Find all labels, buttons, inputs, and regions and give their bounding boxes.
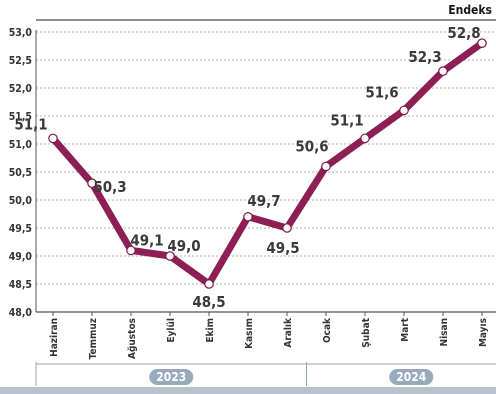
- year-groups: 2023 2024: [0, 362, 496, 394]
- data-point: [243, 212, 253, 222]
- data-label: 51,1: [330, 111, 363, 129]
- data-label: 51,1: [14, 115, 47, 133]
- x-tick-label: Aralık: [283, 317, 294, 348]
- y-tick-label: 53,0: [9, 27, 33, 39]
- y-tick-label: 49,0: [9, 251, 33, 263]
- x-tick-label: Şubat: [361, 317, 372, 347]
- data-point: [360, 133, 370, 144]
- x-tick-label: Ekim: [205, 318, 216, 343]
- y-tick-label: 51,0: [9, 139, 33, 151]
- data-point: [87, 178, 97, 188]
- data-label: 49,1: [130, 231, 163, 249]
- data-point: [282, 223, 292, 233]
- x-tick-label: Mayıs: [478, 318, 489, 347]
- x-tick-labels: Haziran Temmuz Ağustos Eylül Ekim Kasım Aralık…: [49, 317, 489, 359]
- data-label: 52,8: [447, 24, 480, 42]
- data-label: 50,6: [295, 137, 328, 155]
- x-tick-label: Nisan: [439, 318, 450, 346]
- x-tick-label: Mart: [400, 317, 411, 341]
- data-point: [477, 38, 487, 48]
- x-tick-label: Ağustos: [126, 318, 138, 359]
- y-tick-label: 48,0: [9, 307, 33, 319]
- y-tick-label: 49,5: [9, 223, 32, 235]
- y-tick-label: 48,5: [9, 279, 32, 291]
- series: [48, 38, 487, 289]
- data-label: 49,0: [167, 237, 200, 255]
- data-point: [204, 279, 214, 289]
- data-label: 49,5: [266, 239, 299, 257]
- series-line: [49, 39, 486, 288]
- data-point: [48, 133, 58, 144]
- data-label: 50,3: [93, 178, 126, 196]
- data-label: 52,3: [408, 48, 441, 66]
- x-tick-label: Ocak: [322, 317, 333, 343]
- data-label: 49,7: [247, 192, 280, 210]
- x-tick-label: Temmuz: [88, 318, 99, 359]
- data-point: [321, 161, 331, 172]
- y-tick-label: 50,5: [9, 167, 32, 179]
- year-pill: [149, 369, 194, 385]
- year-pill: [389, 369, 434, 385]
- unit-label: Endeks: [448, 3, 492, 17]
- data-point: [399, 105, 409, 116]
- axes: [35, 19, 496, 316]
- data-point: [165, 251, 175, 261]
- y-tick-label: 52,0: [9, 83, 33, 95]
- data-labels: 51,150,349,1 49,048,549,749,550,651,151,6…: [14, 24, 480, 311]
- data-label: 48,5: [192, 293, 225, 311]
- data-point: [126, 245, 136, 256]
- y-tick-label: 52,5: [9, 55, 32, 67]
- x-tick-label: Eylül: [166, 318, 177, 343]
- x-tick-label: Kasım: [244, 318, 255, 349]
- year-label: 2023: [156, 370, 186, 384]
- gridlines: [36, 31, 496, 285]
- data-label: 51,6: [365, 83, 398, 101]
- year-label: 2024: [396, 370, 427, 384]
- data-point: [438, 66, 448, 76]
- bottom-band: [0, 387, 496, 394]
- y-tick-label: 50,0: [9, 195, 33, 207]
- y-tick-label: 51,5: [9, 111, 32, 123]
- x-tick-label: Haziran: [49, 318, 60, 357]
- y-tick-labels: 48,0 48,5 49,0 49,5 50,0 50,5 51,0 51,5 52,0 52,5…: [9, 27, 33, 319]
